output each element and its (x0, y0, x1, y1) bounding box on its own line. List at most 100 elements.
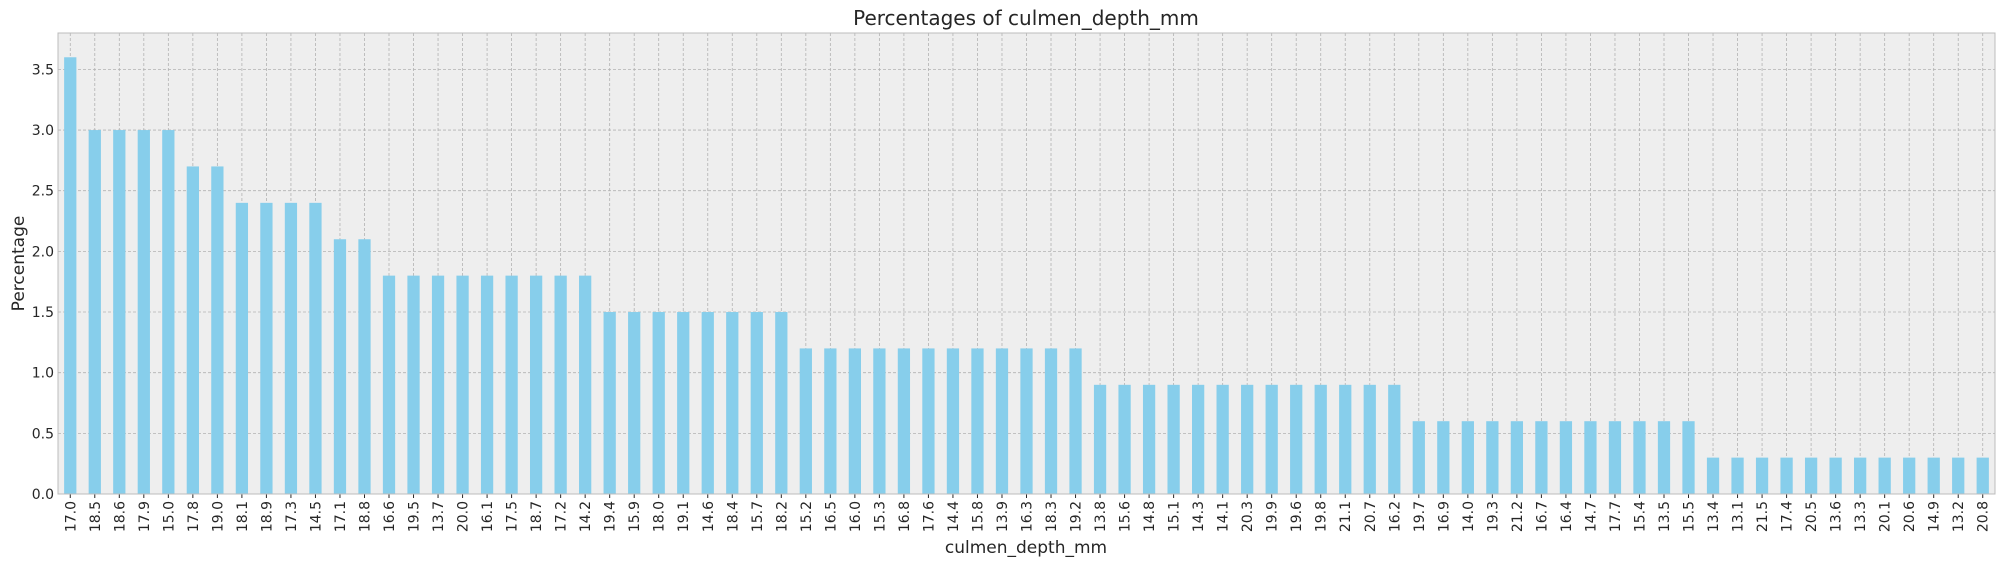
bar (137, 130, 150, 495)
bar (628, 312, 641, 494)
plot-border (57, 32, 1996, 495)
x-tick-label: 18.0 (652, 501, 668, 532)
bar (1755, 457, 1769, 494)
bar (897, 348, 911, 494)
x-tick-label: 20.7 (1363, 501, 1379, 532)
x-tick-label: 16.6 (382, 501, 398, 532)
y-tick-label: 2.5 (32, 184, 54, 200)
x-tick-label: 14.3 (1191, 501, 1207, 532)
y-tick-label: 1.0 (32, 366, 54, 382)
bar (1486, 421, 1499, 494)
x-tick-label: 13.2 (1951, 501, 1967, 532)
bar (1093, 384, 1107, 494)
x-axis-label: culmen_depth_mm (945, 538, 1107, 558)
bar (64, 57, 77, 495)
x-tick-label: 14.8 (1142, 501, 1158, 532)
x-tick-label: 19.3 (1485, 501, 1501, 532)
bar (1682, 421, 1695, 494)
bar (750, 312, 763, 494)
x-tick-label: 19.5 (407, 501, 423, 532)
x-tick-label: 20.5 (1804, 501, 1820, 532)
x-tick-label: 15.0 (161, 501, 177, 532)
bar (186, 166, 199, 494)
bars (64, 57, 1989, 495)
x-tick-label: 18.9 (259, 501, 275, 532)
bar (1657, 421, 1671, 494)
x-tick-label: 20.0 (456, 501, 472, 532)
x-tick-label: 14.9 (1927, 501, 1943, 532)
x-tick-label: 19.7 (1412, 501, 1428, 532)
bar (554, 275, 567, 494)
x-tick-label: 16.4 (1559, 501, 1575, 532)
bar (1069, 348, 1082, 494)
bar (1118, 384, 1131, 494)
bar (1020, 348, 1033, 494)
x-tick-label: 13.5 (1657, 501, 1673, 532)
x-tick-label: 17.1 (333, 501, 349, 532)
bar (1412, 421, 1425, 494)
x-tick-label: 15.9 (627, 501, 643, 532)
bar (1290, 384, 1303, 494)
x-tick-label: 21.1 (1338, 501, 1354, 532)
bar (1584, 421, 1597, 494)
x-tick-label: 18.1 (235, 501, 251, 532)
x-tick-label: 15.1 (1167, 501, 1183, 532)
x-tick-label: 20.6 (1902, 501, 1918, 532)
bar (505, 275, 518, 494)
x-tick-label: 14.1 (1216, 501, 1232, 532)
x-tick-label: 19.4 (603, 501, 619, 532)
bar (1167, 384, 1180, 494)
chart-title: Percentages of culmen_depth_mm (853, 6, 1199, 30)
x-tick-label: 19.2 (1069, 501, 1085, 532)
bar (677, 312, 690, 494)
x-tick-label: 18.3 (1044, 501, 1060, 532)
bar (88, 130, 101, 495)
x-tick-label: 16.3 (1020, 501, 1036, 532)
bar (1731, 457, 1744, 494)
bar (1903, 457, 1916, 494)
bar (579, 275, 592, 494)
x-tick-label: 13.8 (1093, 501, 1109, 532)
bar (1363, 384, 1376, 494)
bar (1780, 457, 1793, 494)
bar (922, 348, 935, 494)
bar (1339, 384, 1352, 494)
x-axis-ticks: 17.0 18.5 18.6 17.9 15.0 17.8 19.0 18.1 18.9 17.3… (63, 494, 1992, 532)
x-tick-label: 15.7 (750, 501, 766, 532)
x-tick-label: 19.8 (1314, 501, 1330, 532)
bar (431, 275, 445, 494)
bar (1241, 384, 1254, 494)
bar (1854, 457, 1867, 494)
bar (260, 202, 273, 494)
x-tick-label: 13.3 (1853, 501, 1869, 532)
x-tick-label: 16.8 (897, 501, 913, 532)
bar (946, 348, 960, 494)
bar (1804, 457, 1818, 494)
x-tick-label: 19.9 (1265, 501, 1281, 532)
bar (358, 239, 371, 494)
x-tick-label: 15.5 (1682, 501, 1698, 532)
x-tick-label: 13.6 (1829, 501, 1845, 532)
x-tick-label: 17.6 (921, 501, 937, 532)
bar (211, 166, 224, 494)
x-tick-label: 14.7 (1583, 501, 1599, 532)
bar (1829, 457, 1842, 494)
x-tick-label: 15.6 (1118, 501, 1134, 532)
x-tick-label: 16.2 (1387, 501, 1403, 532)
x-tick-label: 17.2 (554, 501, 570, 532)
bar (1388, 384, 1401, 494)
x-tick-label: 17.3 (284, 501, 300, 532)
x-tick-label: 19.1 (676, 501, 692, 532)
x-tick-label: 18.6 (112, 501, 128, 532)
bar (284, 202, 298, 494)
bar (799, 348, 812, 494)
x-tick-label: 15.2 (799, 501, 815, 532)
x-tick-label: 17.0 (63, 501, 79, 532)
bar (480, 275, 494, 494)
bar (1952, 457, 1965, 494)
bar (775, 312, 788, 494)
x-tick-label: 17.5 (505, 501, 521, 532)
x-tick-label: 19.0 (210, 501, 226, 532)
x-tick-label: 13.7 (431, 501, 447, 532)
